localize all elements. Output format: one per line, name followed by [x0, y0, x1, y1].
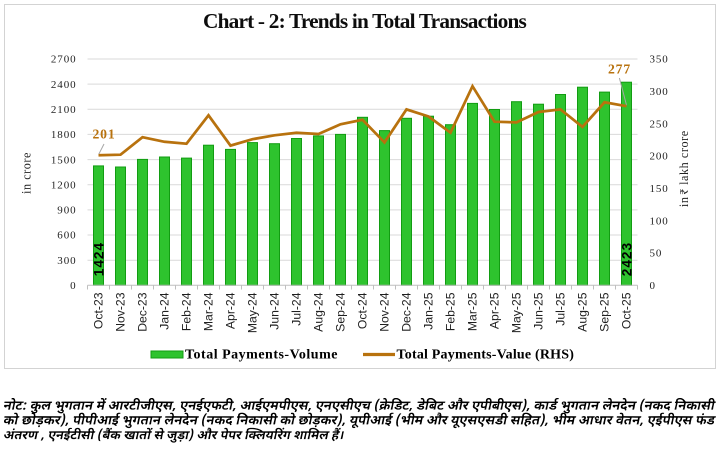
svg-text:Chart - 2: Trends in Total Tra: Chart - 2: Trends in Total Transactions	[203, 9, 527, 33]
svg-text:Jun-25: Jun-25	[532, 292, 546, 329]
svg-text:Jun-24: Jun-24	[268, 292, 282, 329]
svg-text:Mar-24: Mar-24	[202, 292, 216, 331]
svg-text:Dec-24: Dec-24	[400, 292, 414, 332]
svg-text:Oct-25: Oct-25	[620, 292, 634, 329]
svg-text:100: 100	[650, 215, 669, 227]
svg-text:Nov-24: Nov-24	[378, 292, 392, 332]
svg-text:lakh crore: lakh crore	[677, 130, 691, 185]
svg-text:0: 0	[650, 280, 656, 292]
svg-text:1500: 1500	[51, 154, 77, 166]
svg-text:Jul-24: Jul-24	[290, 292, 304, 325]
svg-text:Jan-25: Jan-25	[422, 292, 436, 329]
svg-text:200: 200	[650, 151, 669, 163]
svg-text:Total Payments-Volume: Total Payments-Volume	[185, 347, 338, 362]
svg-text:Apr-25: Apr-25	[488, 292, 502, 329]
svg-text:2400: 2400	[51, 79, 77, 91]
svg-text:201: 201	[93, 126, 116, 141]
svg-text:300: 300	[57, 255, 76, 267]
svg-text:0: 0	[70, 280, 76, 292]
svg-text:250: 250	[650, 118, 669, 130]
svg-text:Aug-25: Aug-25	[576, 292, 590, 332]
svg-text:Feb-24: Feb-24	[180, 292, 194, 331]
svg-text:2423: 2423	[619, 242, 634, 276]
svg-text:50: 50	[650, 248, 663, 260]
svg-text:Dec-23: Dec-23	[136, 292, 150, 332]
svg-text:May-25: May-25	[510, 292, 524, 333]
svg-text:2100: 2100	[51, 104, 77, 116]
svg-text:350: 350	[650, 54, 669, 66]
svg-text:in crore: in crore	[20, 152, 34, 194]
svg-text:900: 900	[57, 205, 76, 217]
svg-text:Aug-24: Aug-24	[312, 292, 326, 332]
svg-text:Jul-25: Jul-25	[554, 292, 568, 325]
svg-text:Apr-24: Apr-24	[224, 292, 238, 329]
svg-text:Sep-24: Sep-24	[334, 292, 348, 332]
svg-text:2700: 2700	[51, 54, 77, 66]
svg-text:Oct-23: Oct-23	[92, 292, 106, 329]
svg-text:Sep-25: Sep-25	[598, 292, 612, 332]
svg-text:Nov-23: Nov-23	[114, 292, 128, 332]
svg-text:1800: 1800	[51, 129, 77, 141]
svg-text:Feb-25: Feb-25	[444, 292, 458, 331]
svg-text:Mar-25: Mar-25	[466, 292, 480, 331]
svg-text:150: 150	[650, 183, 669, 195]
svg-text:Total Payments-Value (RHS): Total Payments-Value (RHS)	[397, 347, 575, 362]
svg-text:May-24: May-24	[246, 292, 260, 333]
svg-text:1200: 1200	[51, 179, 77, 191]
svg-text:1424: 1424	[91, 242, 106, 276]
svg-text:Oct-24: Oct-24	[356, 292, 370, 329]
svg-text:Jan-24: Jan-24	[158, 292, 172, 329]
svg-text:in: in	[677, 197, 691, 208]
svg-text:600: 600	[57, 230, 76, 242]
svg-text:277: 277	[608, 61, 631, 76]
svg-text:300: 300	[650, 86, 669, 98]
